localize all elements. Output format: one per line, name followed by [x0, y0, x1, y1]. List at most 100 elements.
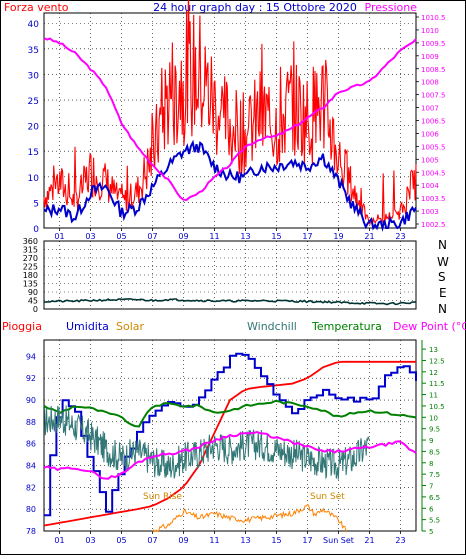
temperature-tick-label: 6	[429, 505, 434, 513]
temperature-tick-label: 8.5	[429, 448, 440, 456]
wind-average-series	[43, 139, 417, 232]
humidity-tick-label: 88	[26, 418, 36, 427]
pressure-tick-label: 1010	[421, 27, 439, 35]
degree-tick-label: 180	[23, 271, 38, 280]
temperature-tick-label: 6.5	[429, 494, 440, 502]
degree-tick-label: 90	[28, 288, 38, 297]
pressure-tick-label: 1008.5	[421, 66, 446, 74]
temperature-tick-label: 11.5	[429, 380, 445, 388]
wind-gust-series	[43, 0, 417, 226]
hour-tick-label: 13	[240, 536, 250, 545]
wind-axis-label: Forza vento	[4, 1, 69, 14]
temperature-tick-label: 7	[429, 483, 433, 491]
wind-tick-label: 30	[28, 71, 40, 81]
dewpoint-series	[43, 430, 417, 480]
legend-temperature: Temperatura	[311, 320, 382, 333]
compass-s: S	[438, 270, 446, 284]
temperature-series	[43, 399, 417, 428]
hour-tick-label: 01	[54, 232, 64, 241]
pressure-tick-label: 1006.5	[421, 118, 446, 126]
hour-tick-label: 07	[147, 536, 157, 545]
wind-pressure-series	[43, 0, 417, 232]
humidity-ticks: 78 80 82 84 86 88 90 92 94	[26, 352, 36, 536]
degree-tick-label: 135	[23, 280, 38, 289]
pressure-tick-label: 1005.5	[421, 143, 446, 151]
pressure-tick-label: 1003.5	[421, 195, 446, 203]
hour-tick-label: 03	[85, 232, 95, 241]
temperature-tick-label: 10	[429, 414, 438, 422]
chart-title: 24 hour graph day : 15 Ottobre 2020	[153, 1, 357, 14]
wind-tick-label: 10	[28, 174, 40, 184]
windchill-series	[43, 405, 370, 480]
degree-tick-label: 225	[23, 263, 38, 272]
degree-tick-label: 270	[23, 254, 38, 263]
temperature-tick-label: 9.5	[429, 426, 440, 434]
temperature-ticks: 5 5.5 6 6.5 7 7.5 8 8.5 9 9.5 10 10.5 11 11.5 12 12.5 13	[421, 340, 445, 536]
pressure-axis-label: Pressione	[365, 1, 418, 14]
pressure-tick-label: 1002.5	[421, 221, 446, 229]
temperature-tick-label: 12.5	[429, 357, 445, 365]
hour-tick-label: 07	[147, 232, 157, 241]
rain-series	[43, 360, 416, 527]
humidity-tick-label: 90	[26, 396, 36, 405]
pressure-tick-label: 1006	[421, 130, 439, 138]
degree-tick-label: 45	[28, 297, 38, 306]
hour-tick-label: 21	[364, 536, 374, 545]
humidity-tick-label: 82	[26, 483, 36, 492]
legend-dewpoint: Dew Point (°C)	[393, 320, 466, 333]
humidity-tick-label: 92	[26, 374, 36, 383]
sunrise-annotation: Sun Rise	[143, 492, 182, 502]
compass-n-top: N	[438, 238, 447, 252]
temperature-tick-label: 10.5	[429, 403, 445, 411]
sunset-annotation: Sun Set	[310, 492, 345, 502]
hour-tick-label: 11	[209, 536, 219, 545]
pressure-tick-label: 1005	[421, 156, 439, 164]
pressure-tick-label: 1004.5	[421, 169, 446, 177]
wind-tick-label: 40	[28, 20, 40, 30]
temperature-tick-label: 8	[429, 460, 433, 468]
hour-tick-label: 09	[178, 536, 188, 545]
wind-direction-grid	[44, 240, 416, 310]
humidity-tick-label: 84	[26, 462, 36, 471]
compass-n-bottom: N	[438, 302, 447, 316]
hour-tick-label: 23	[395, 536, 405, 545]
wind-tick-label: 0	[33, 225, 39, 235]
hour-tick-label: 21	[364, 232, 374, 241]
hour-ticks-bottom: 01 03 05 07 09 11 13 15 17 Sun Set 21 23	[54, 531, 406, 545]
hour-tick-label: 05	[116, 536, 126, 545]
humidity-tick-label: 86	[26, 440, 36, 449]
temperature-tick-label: 5	[429, 528, 433, 536]
humidity-tick-label: 80	[26, 505, 36, 514]
wind-tick-label: 15	[28, 148, 39, 158]
solar-series	[152, 503, 347, 533]
hour-tick-label: 05	[116, 232, 126, 241]
pressure-tick-label: 1009	[421, 53, 439, 61]
hour-tick-label: 19	[333, 232, 343, 241]
humidity-tick-label: 78	[26, 527, 36, 536]
hour-tick-label: 15	[271, 232, 281, 241]
pressure-tick-label: 1007	[421, 105, 439, 113]
wind-direction-series	[43, 298, 417, 306]
hour-tick-label: 11	[209, 232, 219, 241]
compass-e: E	[439, 286, 447, 300]
legend-windchill: Windchill	[247, 320, 297, 333]
pressure-tick-label: 1009.5	[421, 40, 446, 48]
legend-humidity: Umidita	[66, 320, 109, 333]
hour-tick-label: Sun Set	[323, 536, 354, 545]
hour-tick-label: 17	[302, 232, 312, 241]
wind-speed-ticks: 0 5 10 15 20 25 30 35 40	[28, 20, 40, 235]
pressure-tick-label: 1008	[421, 79, 439, 87]
hour-ticks-top: 01 03 05 07 09 11 13 15 17 19 21 23	[54, 228, 406, 241]
humidity-series	[44, 352, 417, 517]
thermo-hygro-series	[43, 352, 417, 533]
temperature-tick-label: 9	[429, 437, 433, 445]
temperature-tick-label: 12	[429, 369, 438, 377]
wind-tick-label: 25	[28, 97, 39, 107]
temperature-tick-label: 7.5	[429, 471, 440, 479]
hour-tick-label: 15	[271, 536, 281, 545]
pressure-ticks: 1002.5 1003 1003.5 1004 1004.5 1005 1005.5 1006…	[416, 14, 446, 229]
hour-tick-label: 01	[54, 536, 64, 545]
